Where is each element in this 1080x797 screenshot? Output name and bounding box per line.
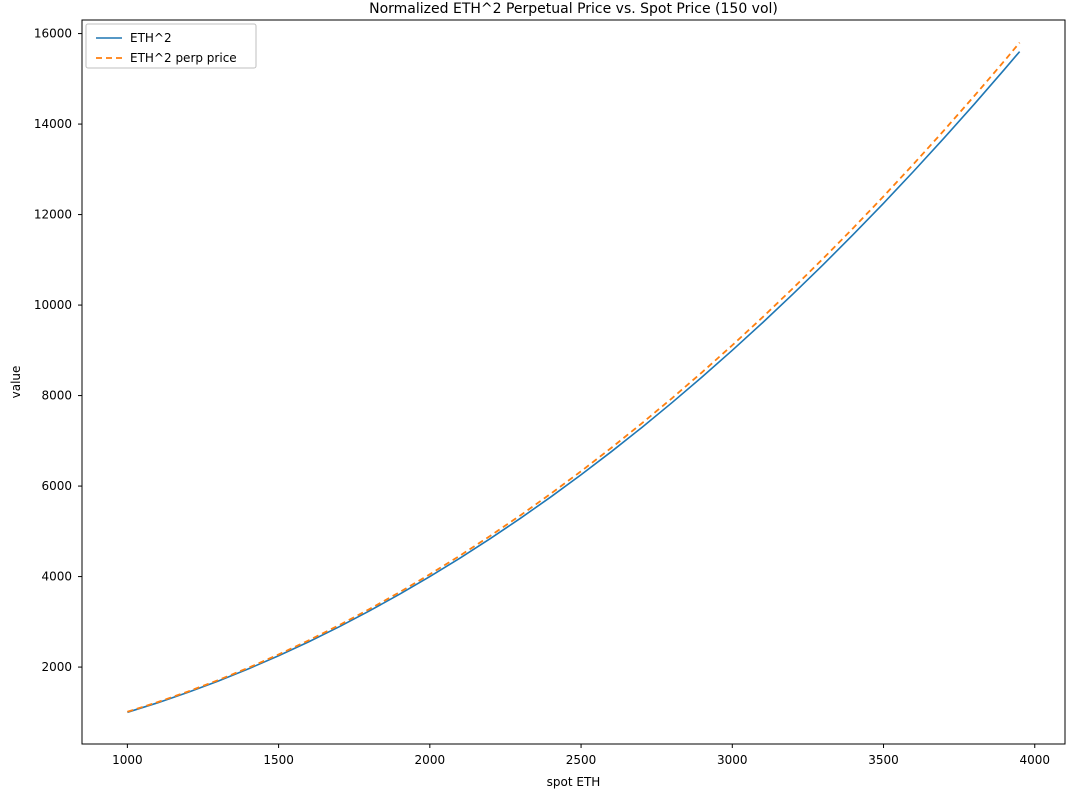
- x-tick-label: 1500: [263, 753, 294, 767]
- y-tick-label: 4000: [41, 570, 72, 584]
- y-tick-label: 10000: [34, 298, 72, 312]
- legend-label-eth2: ETH^2: [130, 31, 172, 45]
- y-tick-label: 2000: [41, 660, 72, 674]
- x-tick-label: 2500: [566, 753, 597, 767]
- legend-label-eth2-perp: ETH^2 perp price: [130, 51, 237, 65]
- x-tick-label: 1000: [112, 753, 143, 767]
- y-tick-label: 16000: [34, 27, 72, 41]
- x-tick-label: 3500: [868, 753, 899, 767]
- y-tick-label: 14000: [34, 117, 72, 131]
- chart-container: 1000 1500 2000 2500 3000 3500 4000 2000 4000 6000…: [0, 0, 1080, 797]
- x-tick-label: 3000: [717, 753, 748, 767]
- chart-svg: 1000 1500 2000 2500 3000 3500 4000 2000 4000 6000…: [0, 0, 1080, 797]
- y-tick-label: 8000: [41, 389, 72, 403]
- x-tick-label: 2000: [415, 753, 446, 767]
- y-tick-label: 12000: [34, 208, 72, 222]
- y-tick-label: 6000: [41, 479, 72, 493]
- chart-title: Normalized ETH^2 Perpetual Price vs. Spo…: [369, 1, 778, 17]
- chart-background: [0, 0, 1080, 797]
- y-axis-label: value: [9, 366, 23, 399]
- x-tick-label: 4000: [1019, 753, 1050, 767]
- x-axis-label: spot ETH: [547, 775, 601, 789]
